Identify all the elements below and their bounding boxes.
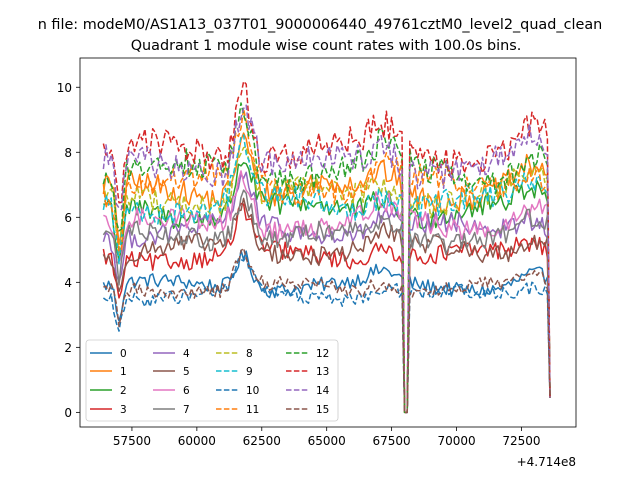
series-line-15: [103, 247, 551, 414]
series-line-6: [103, 170, 551, 414]
series-line-12: [102, 102, 551, 414]
y-tick-label: 6: [64, 211, 72, 225]
series-lines: [102, 80, 551, 414]
legend-label-7: 7: [183, 404, 190, 416]
x-axis: 57500 60000 62500 65000 67500 70000 72500: [113, 427, 541, 448]
legend-label-10: 10: [246, 385, 259, 397]
series-line-1: [102, 132, 551, 414]
figure-suptitle: n file: modeM0/AS1A13_037T01_9000006440_…: [38, 17, 603, 33]
legend-label-6: 6: [183, 385, 190, 397]
series-line-5: [102, 197, 551, 414]
legend-label-2: 2: [120, 385, 127, 397]
y-tick-label: 2: [64, 341, 72, 355]
y-axis: 0 2 4 6 8 10: [57, 81, 80, 420]
legend-label-11: 11: [246, 404, 259, 416]
x-tick-label: 67500: [373, 434, 411, 448]
legend-label-8: 8: [246, 348, 253, 360]
x-tick-label: 70000: [437, 434, 475, 448]
x-tick-label: 72500: [502, 434, 540, 448]
legend-label-9: 9: [246, 366, 253, 378]
series-line-11: [102, 108, 551, 414]
legend-label-4: 4: [183, 348, 190, 360]
x-axis-offset-label: +4.714e8: [517, 455, 576, 469]
series-line-9: [102, 134, 551, 414]
y-tick-label: 4: [64, 276, 72, 290]
y-tick-label: 10: [57, 81, 72, 95]
axes-frame: [79, 57, 577, 428]
y-tick-label: 0: [64, 406, 72, 420]
legend-label-1: 1: [120, 366, 127, 378]
legend-label-12: 12: [316, 348, 329, 360]
legend-label-0: 0: [120, 348, 127, 360]
legend-label-14: 14: [316, 385, 330, 397]
legend-label-15: 15: [316, 404, 329, 416]
series-line-14: [102, 104, 551, 414]
legend-label-3: 3: [120, 404, 127, 416]
legend-frame: [85, 339, 339, 422]
x-tick-label: 57500: [113, 434, 151, 448]
chart-title: Quadrant 1 module wise count rates with …: [131, 38, 522, 54]
legend-label-13: 13: [316, 366, 329, 378]
y-tick-label: 8: [64, 146, 72, 160]
x-tick-label: 60000: [178, 434, 216, 448]
series-line-7: [102, 189, 551, 414]
legend-label-5: 5: [183, 366, 190, 378]
x-tick-label: 62500: [243, 434, 281, 448]
x-tick-label: 65000: [308, 434, 346, 448]
series-line-13: [102, 80, 551, 414]
series-line-10: [102, 255, 551, 414]
